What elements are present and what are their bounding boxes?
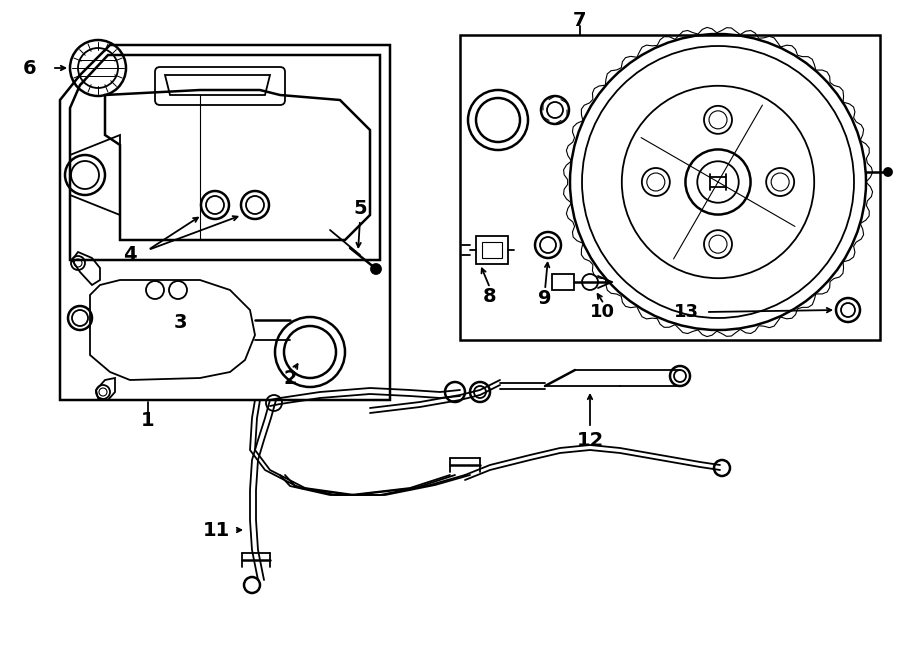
Text: 2: 2 xyxy=(284,368,297,387)
Text: 3: 3 xyxy=(173,313,187,332)
Bar xyxy=(476,236,508,264)
Circle shape xyxy=(371,264,381,274)
Bar xyxy=(460,35,880,340)
Circle shape xyxy=(884,168,892,176)
Text: 4: 4 xyxy=(123,245,137,264)
Bar xyxy=(552,274,574,290)
Text: 6: 6 xyxy=(23,59,37,77)
Text: 8: 8 xyxy=(483,286,497,305)
Text: 9: 9 xyxy=(538,288,552,307)
Text: 7: 7 xyxy=(573,11,587,30)
Text: 1: 1 xyxy=(141,410,155,430)
Text: 10: 10 xyxy=(590,303,615,321)
Text: 12: 12 xyxy=(576,430,604,449)
Text: 5: 5 xyxy=(353,198,367,217)
Bar xyxy=(482,242,502,258)
Text: 13: 13 xyxy=(673,303,698,321)
Text: 11: 11 xyxy=(202,520,230,539)
